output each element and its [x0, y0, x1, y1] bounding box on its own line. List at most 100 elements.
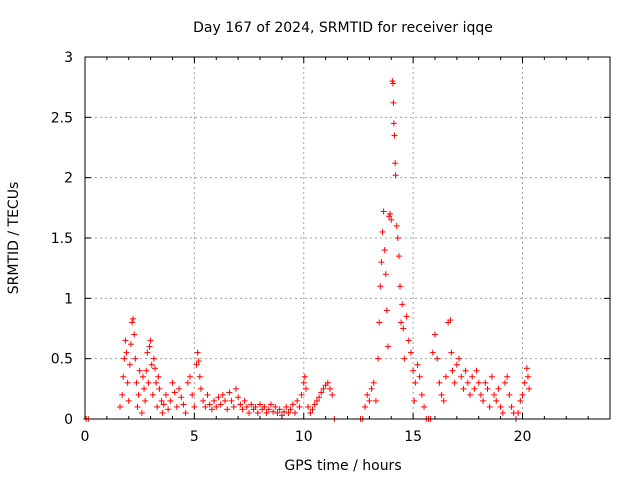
data-point [267, 401, 274, 408]
data-point [448, 349, 455, 356]
data-point [285, 409, 292, 416]
data-point [145, 379, 152, 386]
data-point [300, 379, 307, 386]
data-point [142, 397, 149, 404]
data-point [382, 271, 389, 278]
data-point [517, 397, 524, 404]
x-tick-label: 5 [190, 429, 199, 445]
data-point [327, 385, 333, 392]
data-point [313, 397, 320, 404]
data-point [488, 373, 495, 380]
data-point [436, 379, 443, 386]
data-point [217, 401, 224, 408]
data-point [193, 361, 200, 368]
y-tick-label: 1 [64, 291, 73, 307]
data-point [265, 406, 272, 413]
data-point [368, 385, 375, 392]
data-point [160, 401, 167, 408]
data-point [235, 394, 242, 401]
data-point [146, 343, 153, 350]
data-point [416, 373, 423, 380]
data-point [156, 385, 163, 392]
data-point [372, 397, 379, 404]
data-point [403, 313, 410, 320]
data-point [261, 403, 268, 410]
data-point [133, 379, 140, 386]
data-point [376, 319, 383, 326]
data-point [173, 403, 180, 410]
data-point [219, 391, 226, 398]
data-point [194, 349, 201, 356]
data-point [380, 208, 387, 215]
data-point [246, 409, 253, 416]
data-point [370, 379, 377, 386]
data-point [366, 397, 373, 404]
data-point [215, 394, 222, 401]
data-point [154, 403, 161, 410]
data-point [298, 391, 305, 398]
data-point [143, 367, 150, 374]
data-point [165, 406, 172, 413]
data-point [521, 379, 528, 386]
data-point [127, 341, 134, 348]
data-point [123, 349, 130, 356]
data-point [394, 235, 401, 241]
data-point [206, 401, 213, 408]
data-point [176, 385, 183, 392]
data-point [169, 379, 176, 386]
data-point [292, 409, 298, 416]
data-point [147, 337, 154, 344]
data-point [182, 409, 189, 416]
y-tick-label: 3 [64, 50, 73, 66]
data-point [131, 331, 138, 338]
data-point [232, 385, 239, 392]
data-point [159, 409, 166, 416]
data-point [438, 391, 445, 398]
data-point [383, 307, 390, 314]
y-tick-label: 2.5 [51, 110, 73, 126]
data-point [460, 385, 467, 392]
data-point [497, 403, 504, 410]
data-point [195, 358, 202, 365]
data-point [153, 379, 160, 386]
data-point [523, 365, 530, 372]
data-point [167, 397, 174, 404]
data-point [237, 401, 244, 408]
data-point [254, 409, 261, 416]
data-point [378, 259, 385, 266]
data-point [390, 80, 396, 87]
data-point [398, 319, 405, 326]
data-point [305, 403, 312, 410]
data-point [248, 401, 255, 408]
data-point [524, 373, 531, 380]
data-point [196, 373, 203, 380]
data-point [155, 373, 162, 380]
data-point [388, 216, 395, 223]
data-point [390, 99, 397, 106]
data-point [307, 409, 314, 416]
data-point [202, 403, 209, 410]
chart-title: Day 167 of 2024, SRMTID for receiver iqq… [193, 20, 493, 36]
data-point [387, 210, 394, 217]
data-point [432, 331, 438, 338]
data-point [158, 397, 165, 404]
data-point [241, 397, 248, 404]
data-point [135, 391, 142, 398]
data-point [301, 373, 308, 380]
data-point [364, 391, 371, 398]
x-tick-label: 0 [81, 429, 90, 445]
data-point [121, 355, 128, 362]
data-point [434, 355, 441, 362]
data-point [506, 391, 513, 398]
data-point [515, 409, 522, 416]
data-point [120, 373, 127, 380]
x-axis-label: GPS time / hours [284, 458, 401, 474]
data-point [117, 403, 123, 410]
data-point [377, 283, 384, 290]
data-point [228, 397, 235, 404]
data-point [149, 391, 156, 398]
data-point [180, 401, 187, 408]
data-point [486, 403, 493, 410]
data-point [469, 373, 476, 380]
data-point [162, 391, 169, 398]
